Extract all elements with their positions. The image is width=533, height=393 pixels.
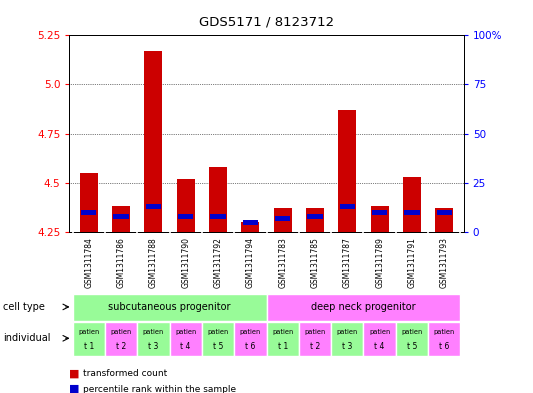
Bar <box>372 210 387 215</box>
Text: t 5: t 5 <box>213 342 223 351</box>
Text: t 4: t 4 <box>375 342 385 351</box>
Bar <box>178 214 193 219</box>
Bar <box>331 322 364 356</box>
Text: patien: patien <box>240 329 261 334</box>
Bar <box>241 222 259 232</box>
Bar <box>403 177 421 232</box>
Text: t 5: t 5 <box>407 342 417 351</box>
Text: GSM1311793: GSM1311793 <box>440 237 449 288</box>
Text: t 6: t 6 <box>439 342 449 351</box>
Bar <box>137 322 169 356</box>
Bar <box>371 206 389 232</box>
Bar <box>72 322 105 356</box>
Bar <box>72 294 266 321</box>
Text: GSM1311786: GSM1311786 <box>117 237 125 288</box>
Text: patien: patien <box>304 329 326 334</box>
Bar <box>396 322 428 356</box>
Text: GSM1311789: GSM1311789 <box>375 237 384 288</box>
Bar <box>275 216 290 220</box>
Bar <box>80 173 98 232</box>
Bar <box>308 214 322 219</box>
Text: t 2: t 2 <box>310 342 320 351</box>
Text: patien: patien <box>110 329 132 334</box>
Text: GSM1311783: GSM1311783 <box>278 237 287 288</box>
Text: patien: patien <box>272 329 293 334</box>
Text: ■: ■ <box>69 368 80 378</box>
Text: patien: patien <box>78 329 99 334</box>
Text: t 1: t 1 <box>278 342 288 351</box>
Bar <box>81 210 96 215</box>
Bar <box>177 179 195 232</box>
Bar <box>209 167 227 232</box>
Bar <box>146 204 161 209</box>
Bar <box>243 220 258 224</box>
Text: t 3: t 3 <box>148 342 158 351</box>
Bar <box>437 210 452 215</box>
Text: patien: patien <box>143 329 164 334</box>
Bar <box>405 210 419 215</box>
Bar <box>428 322 461 356</box>
Bar <box>114 214 128 219</box>
Bar <box>211 214 225 219</box>
Bar <box>274 208 292 232</box>
Bar <box>169 322 202 356</box>
Bar <box>266 322 299 356</box>
Text: individual: individual <box>3 333 50 343</box>
Text: deep neck progenitor: deep neck progenitor <box>311 302 416 312</box>
Text: GDS5171 / 8123712: GDS5171 / 8123712 <box>199 16 334 29</box>
Text: t 6: t 6 <box>245 342 255 351</box>
Text: patien: patien <box>337 329 358 334</box>
Text: patien: patien <box>401 329 423 334</box>
Text: GSM1311791: GSM1311791 <box>408 237 416 288</box>
Bar <box>364 322 396 356</box>
Text: GSM1311785: GSM1311785 <box>311 237 319 288</box>
Text: t 3: t 3 <box>342 342 352 351</box>
Bar <box>299 322 331 356</box>
Bar <box>435 208 453 232</box>
Text: subcutaneous progenitor: subcutaneous progenitor <box>108 302 231 312</box>
Bar <box>338 110 356 232</box>
Bar <box>306 208 324 232</box>
Text: GSM1311784: GSM1311784 <box>84 237 93 288</box>
Text: patien: patien <box>207 329 229 334</box>
Bar <box>112 206 130 232</box>
Text: t 2: t 2 <box>116 342 126 351</box>
Text: GSM1311794: GSM1311794 <box>246 237 255 288</box>
Text: percentile rank within the sample: percentile rank within the sample <box>83 385 236 393</box>
Text: t 4: t 4 <box>181 342 191 351</box>
Text: ■: ■ <box>69 384 80 393</box>
Text: GSM1311788: GSM1311788 <box>149 237 158 288</box>
Bar <box>202 322 234 356</box>
Text: cell type: cell type <box>3 302 45 312</box>
Bar <box>105 322 137 356</box>
Text: GSM1311790: GSM1311790 <box>181 237 190 288</box>
Bar <box>266 294 461 321</box>
Text: patien: patien <box>434 329 455 334</box>
Text: t 1: t 1 <box>84 342 94 351</box>
Bar <box>234 322 266 356</box>
Text: GSM1311792: GSM1311792 <box>214 237 222 288</box>
Bar <box>144 51 162 232</box>
Text: GSM1311787: GSM1311787 <box>343 237 352 288</box>
Text: transformed count: transformed count <box>83 369 167 378</box>
Text: patien: patien <box>369 329 390 334</box>
Bar <box>340 204 355 209</box>
Text: patien: patien <box>175 329 196 334</box>
